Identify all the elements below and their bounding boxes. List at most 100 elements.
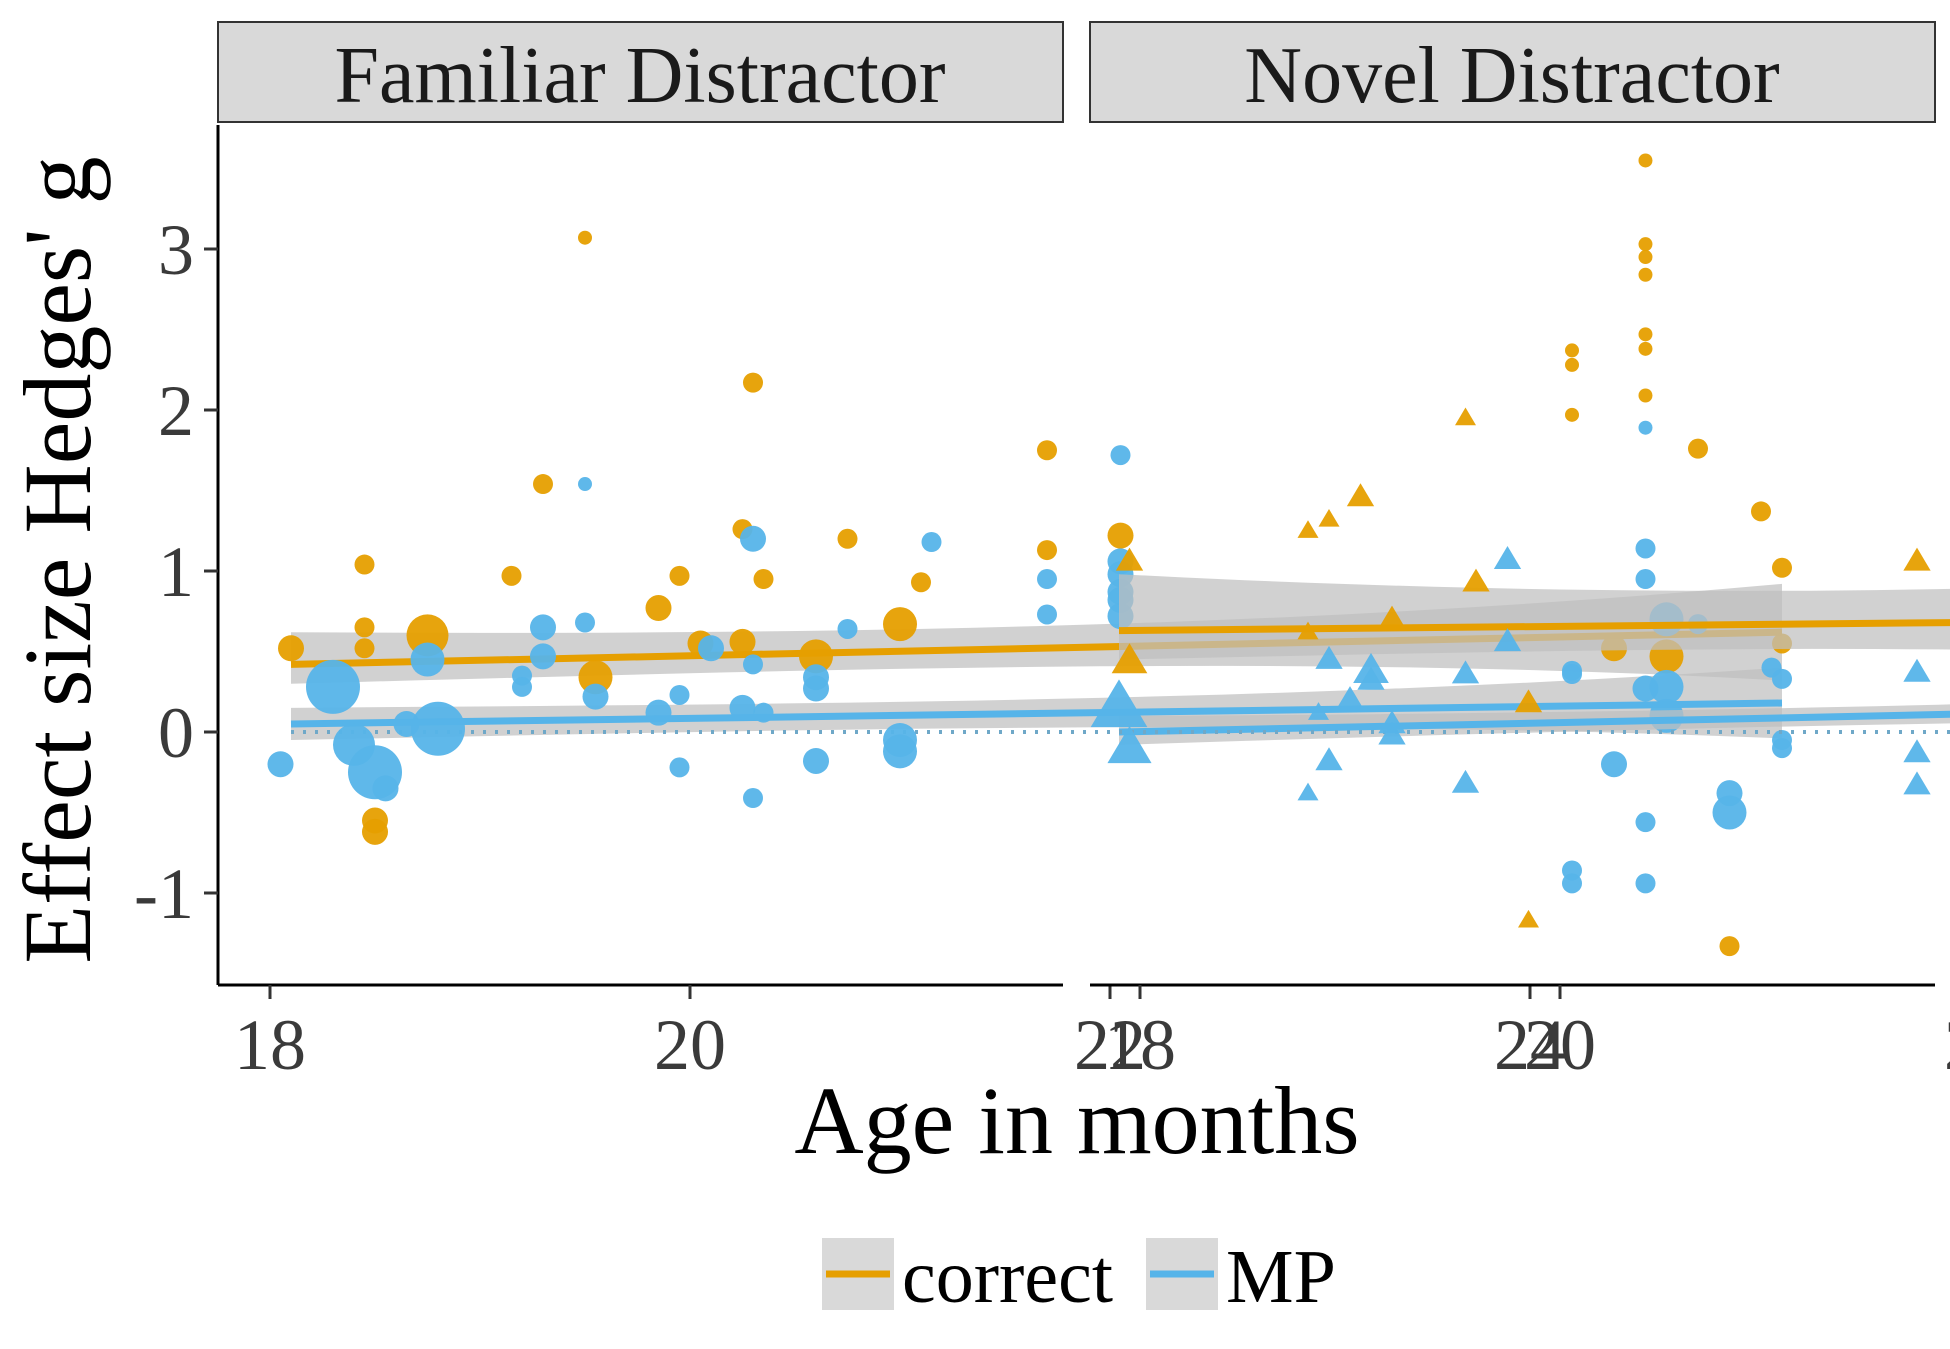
data-point-mp xyxy=(1451,769,1480,793)
data-point-mp xyxy=(1308,702,1329,720)
data-point-correct xyxy=(669,565,690,586)
data-point-mp xyxy=(1635,538,1656,559)
data-point-correct xyxy=(1638,341,1653,356)
data-point-correct xyxy=(362,818,388,845)
data-point-mp xyxy=(669,757,690,778)
data-point-correct xyxy=(1111,643,1148,674)
data-point-mp xyxy=(1562,873,1582,894)
data-point-mp xyxy=(411,701,465,756)
x-tick-label: 20 xyxy=(1524,1005,1596,1085)
data-point-correct xyxy=(1565,343,1579,358)
fit-line-mp xyxy=(1118,710,1950,736)
data-point-mp xyxy=(1110,445,1131,466)
data-point-mp xyxy=(1772,668,1792,689)
data-point-mp xyxy=(1562,664,1582,685)
data-point-correct xyxy=(1565,407,1579,422)
data-point-correct xyxy=(578,230,592,245)
fit-line-correct xyxy=(1118,619,1950,635)
data-point-mp xyxy=(837,618,858,639)
data-point-mp xyxy=(1037,569,1057,590)
legend: correct MP xyxy=(822,1235,1336,1319)
panel-novel: Novel Distractor 18 20 22 24 xyxy=(1089,21,1950,1085)
data-point-mp xyxy=(1315,645,1343,669)
x-tick-label: 20 xyxy=(654,1005,726,1085)
data-point-correct xyxy=(501,565,522,586)
data-point-correct xyxy=(911,572,931,593)
x-tick-label: 18 xyxy=(1104,1005,1176,1085)
strip-background-familiar xyxy=(217,21,1064,123)
data-point-mp xyxy=(753,702,774,723)
strip-background-novel xyxy=(1089,21,1936,123)
data-point-mp xyxy=(267,751,294,778)
data-point-mp xyxy=(530,643,556,670)
data-point-mp xyxy=(1903,739,1931,763)
data-point-correct xyxy=(1455,407,1476,426)
data-point-correct xyxy=(1903,547,1931,571)
data-point-mp xyxy=(1635,569,1656,590)
data-point-mp xyxy=(921,532,942,553)
data-point-mp xyxy=(698,635,724,662)
axes: 18 20 22 24 xyxy=(1090,983,1950,1085)
data-point-correct xyxy=(1462,568,1490,592)
x-tick-label: 22 xyxy=(1944,1005,1950,1085)
data-point-mp xyxy=(1451,660,1480,684)
data-point-correct xyxy=(1297,621,1319,640)
data-point-mp xyxy=(1037,604,1057,625)
strip-label-familiar: Familiar Distractor xyxy=(335,32,946,120)
data-point-correct xyxy=(578,660,613,695)
legend-label-correct: correct xyxy=(902,1235,1113,1319)
data-point-correct xyxy=(743,372,763,393)
data-point-mp xyxy=(1493,546,1522,570)
data-point-correct xyxy=(1638,388,1653,403)
data-point-mp xyxy=(645,699,672,726)
data-point-mp xyxy=(1772,738,1792,759)
data-point-correct xyxy=(1378,605,1406,629)
data-point-correct xyxy=(1107,522,1134,549)
x-tick-label: 24 xyxy=(1494,1005,1566,1085)
data-point-correct xyxy=(1751,501,1771,522)
data-point-mp xyxy=(1336,686,1364,710)
data-point-mp xyxy=(1315,747,1343,771)
data-point-mp xyxy=(306,659,360,714)
data-point-mp xyxy=(1635,873,1656,894)
data-point-mp xyxy=(1493,628,1522,652)
data-point-correct xyxy=(1514,689,1543,713)
data-point-mp xyxy=(740,525,766,552)
data-point-mp xyxy=(1107,725,1152,764)
data-point-mp xyxy=(1635,812,1656,833)
y-tick-label: 3 xyxy=(158,210,194,290)
data-point-correct xyxy=(354,554,375,575)
data-point-correct xyxy=(406,614,449,657)
data-point-correct xyxy=(799,639,833,674)
data-points xyxy=(267,153,1792,957)
data-point-mp xyxy=(1649,669,1684,704)
data-point-mp xyxy=(1903,771,1931,795)
data-point-correct xyxy=(883,607,917,642)
data-point-correct xyxy=(1297,520,1319,538)
data-point-mp xyxy=(575,612,595,633)
data-points xyxy=(1090,407,1931,928)
data-point-mp xyxy=(410,642,445,677)
data-point-correct xyxy=(837,528,858,549)
ci-band-correct xyxy=(1119,574,1950,660)
data-point-correct xyxy=(753,569,774,590)
data-point-correct xyxy=(1638,267,1653,282)
data-point-correct xyxy=(1772,557,1792,578)
data-point-correct xyxy=(1638,153,1653,168)
data-point-mp xyxy=(582,683,609,710)
data-point-mp xyxy=(530,614,556,641)
data-point-mp xyxy=(578,477,592,492)
strip-label-novel: Novel Distractor xyxy=(1244,32,1779,120)
fit-lines xyxy=(1118,619,1950,736)
data-point-correct xyxy=(1719,936,1740,957)
data-point-correct xyxy=(729,628,756,655)
data-point-correct xyxy=(1318,508,1340,527)
data-point-mp xyxy=(743,654,763,675)
x-tick-label: 22 xyxy=(1074,1005,1146,1085)
data-point-correct xyxy=(533,474,553,495)
data-point-mp xyxy=(1357,666,1385,690)
data-point-correct xyxy=(1037,440,1057,461)
data-point-mp xyxy=(803,675,829,702)
data-point-correct xyxy=(645,595,672,622)
